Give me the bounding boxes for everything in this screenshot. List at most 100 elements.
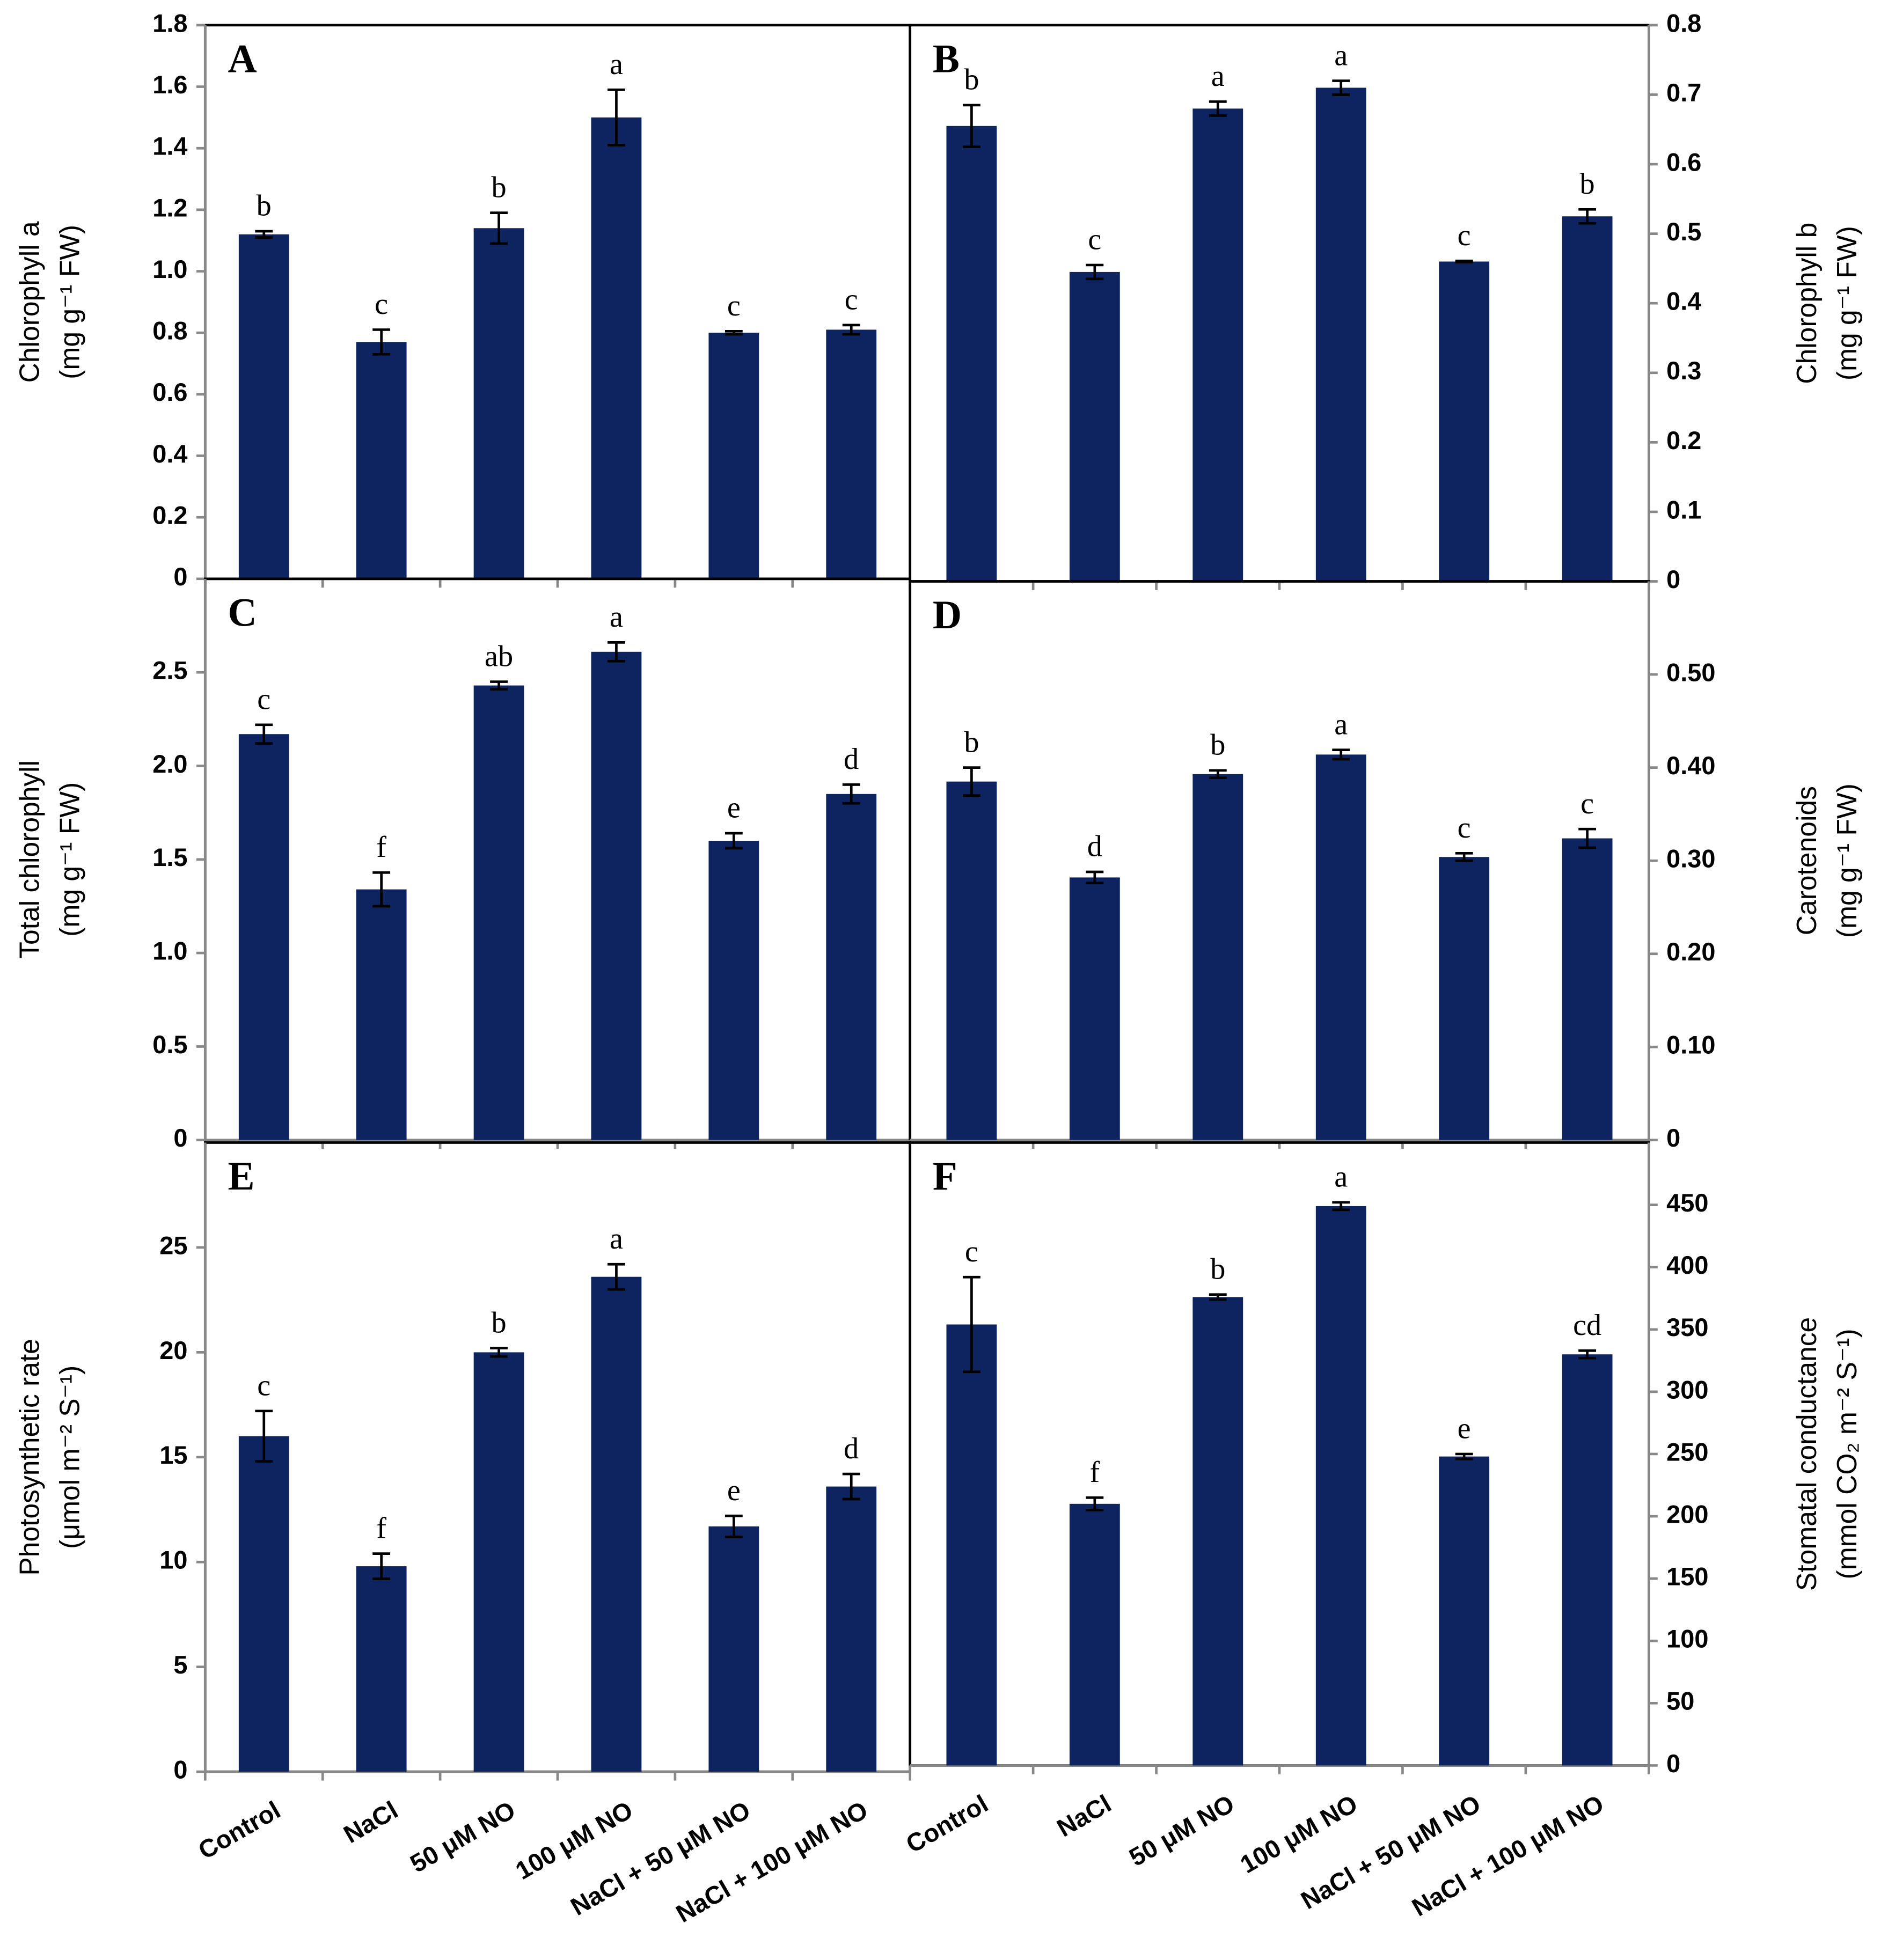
bar — [946, 126, 997, 582]
y-tick-label: 0.40 — [1666, 752, 1715, 780]
panel-label: F — [933, 1154, 957, 1199]
y-tick-label: 300 — [1666, 1376, 1708, 1404]
significance-letter: f — [376, 831, 386, 864]
significance-letter: ab — [485, 640, 513, 673]
y-tick-label: 0.10 — [1666, 1031, 1715, 1059]
panel-frame — [909, 24, 1650, 583]
bar — [1562, 838, 1613, 1140]
y-tick-label: 2.5 — [152, 657, 187, 685]
panel-frame — [203, 577, 912, 1142]
y-tick-label: 0.8 — [152, 317, 187, 345]
y-tick-label: 200 — [1666, 1500, 1708, 1528]
y-tick-label: 0.1 — [1666, 496, 1701, 524]
significance-letter: b — [491, 171, 506, 204]
significance-letter: a — [610, 48, 623, 81]
significance-letter: a — [1334, 39, 1348, 72]
bar — [1315, 1206, 1366, 1766]
y-tick-label: 0.30 — [1666, 845, 1715, 873]
bar — [1315, 754, 1366, 1140]
significance-letter: a — [1211, 60, 1225, 93]
y-axis-label: (mg g⁻¹ FW) — [54, 225, 85, 379]
significance-letter: b — [1580, 167, 1595, 201]
panel-frame — [203, 24, 912, 581]
significance-letter: b — [1210, 1252, 1225, 1286]
significance-letter: e — [727, 1474, 741, 1507]
significance-letter: d — [1087, 830, 1102, 863]
y-tick-label: 0.4 — [152, 440, 187, 468]
significance-letter: b — [1210, 729, 1225, 762]
y-axis-label: (mg g⁻¹ FW) — [1831, 783, 1862, 938]
bar — [1069, 877, 1120, 1140]
bar — [1439, 857, 1490, 1140]
y-tick-label: 1.4 — [152, 133, 187, 160]
significance-letter: b — [964, 725, 979, 759]
y-tick-label: 0.2 — [152, 502, 187, 530]
x-tick-label: NaCl + 100 μM NO — [671, 1796, 873, 1928]
y-axis-label: Stomatal conductance — [1791, 1317, 1822, 1591]
y-axis-label: Photosynthetic rate — [13, 1339, 45, 1576]
y-axis-label: (mg g⁻¹ FW) — [1831, 226, 1862, 380]
significance-letter: f — [1089, 1456, 1100, 1489]
y-tick-label: 0.8 — [1666, 9, 1701, 37]
y-tick-label: 0.5 — [152, 1031, 187, 1059]
bar — [826, 329, 877, 579]
y-axis-label: Chlorophyll b — [1791, 223, 1822, 384]
significance-letter: a — [1334, 708, 1348, 741]
y-tick-label: 50 — [1666, 1687, 1694, 1715]
significance-letter: b — [964, 63, 979, 97]
bar — [1562, 216, 1613, 582]
y-tick-label: 1.0 — [152, 255, 187, 283]
significance-letter: c — [1458, 811, 1471, 845]
significance-letter: c — [1088, 223, 1101, 256]
y-tick-label: 0.4 — [1666, 288, 1701, 315]
y-tick-label: 250 — [1666, 1438, 1708, 1466]
significance-letter: c — [727, 289, 741, 322]
bar — [708, 333, 759, 579]
y-tick-label: 0.50 — [1666, 658, 1715, 686]
y-tick-label: 0 — [1666, 1124, 1680, 1152]
bar — [238, 734, 289, 1140]
significance-letter: a — [1334, 1161, 1348, 1194]
bar — [473, 228, 524, 579]
bar — [356, 889, 407, 1140]
y-tick-label: 100 — [1666, 1625, 1708, 1653]
significance-letter: c — [1580, 787, 1594, 820]
bar — [1192, 108, 1243, 582]
y-tick-label: 1.8 — [152, 9, 187, 37]
panel-frame — [203, 1141, 912, 1773]
y-tick-label: 0.7 — [1666, 79, 1701, 107]
y-tick-label: 0 — [1666, 1750, 1680, 1778]
significance-letter: c — [257, 1369, 270, 1403]
y-tick-label: 0.6 — [1666, 148, 1701, 176]
bar — [1192, 1297, 1243, 1766]
panel-label: D — [933, 593, 962, 637]
bar — [238, 1436, 289, 1772]
significance-letter: b — [491, 1306, 506, 1339]
bar — [1439, 261, 1490, 582]
x-tick-label: 50 μM NO — [1124, 1789, 1239, 1871]
significance-letter: d — [844, 1432, 859, 1465]
x-tick-label: NaCl — [339, 1796, 403, 1848]
bar — [591, 117, 642, 579]
x-tick-label: 50 μM NO — [406, 1796, 520, 1878]
bar — [1192, 774, 1243, 1140]
y-tick-label: 350 — [1666, 1313, 1708, 1341]
significance-letter: c — [845, 283, 858, 317]
y-tick-label: 25 — [159, 1231, 187, 1259]
significance-letter: b — [257, 189, 272, 223]
y-axis-label: Chlorophyll a — [13, 221, 45, 383]
y-tick-label: 0 — [173, 1124, 187, 1152]
panel-label: C — [228, 590, 257, 635]
y-tick-label: 2.0 — [152, 750, 187, 778]
y-tick-label: 450 — [1666, 1189, 1708, 1217]
significance-letter: d — [844, 743, 859, 776]
bar — [356, 342, 407, 579]
y-tick-label: 0 — [173, 563, 187, 591]
bar — [1562, 1354, 1613, 1766]
y-axis-label: Total chlorophyll — [13, 760, 45, 959]
bar — [946, 781, 997, 1140]
significance-letter: c — [965, 1235, 978, 1268]
bar — [473, 1352, 524, 1772]
bar — [708, 840, 759, 1140]
